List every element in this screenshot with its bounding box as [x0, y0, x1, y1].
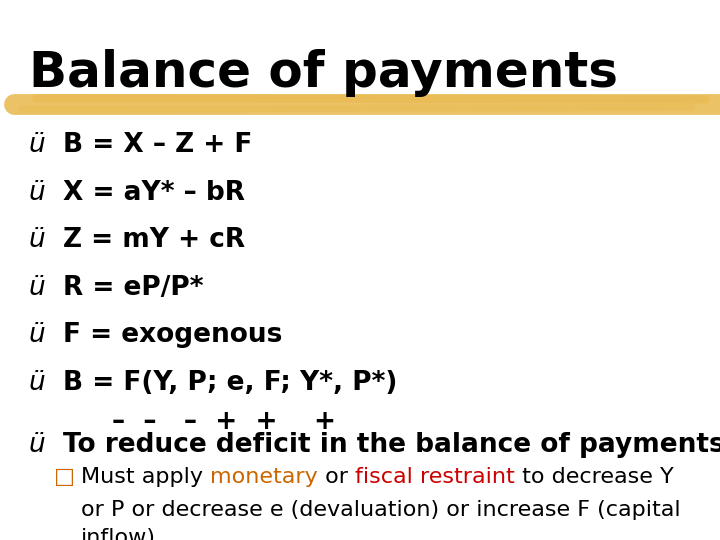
Text: to decrease Y: to decrease Y	[515, 467, 674, 487]
Text: fiscal restraint: fiscal restraint	[356, 467, 515, 487]
Text: F = exogenous: F = exogenous	[63, 322, 283, 348]
Text: inflow).: inflow).	[81, 528, 163, 540]
Text: ü: ü	[29, 275, 45, 301]
Text: monetary: monetary	[210, 467, 318, 487]
Text: To reduce deficit in the balance of payments: To reduce deficit in the balance of paym…	[63, 432, 720, 458]
Text: B = X – Z + F: B = X – Z + F	[63, 132, 253, 158]
Text: ü: ü	[29, 132, 45, 158]
Text: □: □	[54, 467, 75, 487]
Text: or P or decrease e (devaluation) or increase F (capital: or P or decrease e (devaluation) or incr…	[81, 500, 681, 519]
Text: ü: ü	[29, 180, 45, 206]
Text: B = F(Y, P; e, F; Y*, P*): B = F(Y, P; e, F; Y*, P*)	[63, 370, 397, 396]
Text: X = aY* – bR: X = aY* – bR	[63, 180, 246, 206]
Text: Balance of payments: Balance of payments	[29, 49, 618, 97]
Text: ü: ü	[29, 432, 45, 458]
Text: –  –   –  +  +    +: – – – + + +	[112, 409, 336, 435]
Text: or: or	[318, 467, 356, 487]
Text: ü: ü	[29, 322, 45, 348]
Text: R = eP/P*: R = eP/P*	[63, 275, 204, 301]
Text: ü: ü	[29, 227, 45, 253]
Text: Z = mY + cR: Z = mY + cR	[63, 227, 246, 253]
Text: ü: ü	[29, 370, 45, 396]
Text: Must apply: Must apply	[81, 467, 210, 487]
